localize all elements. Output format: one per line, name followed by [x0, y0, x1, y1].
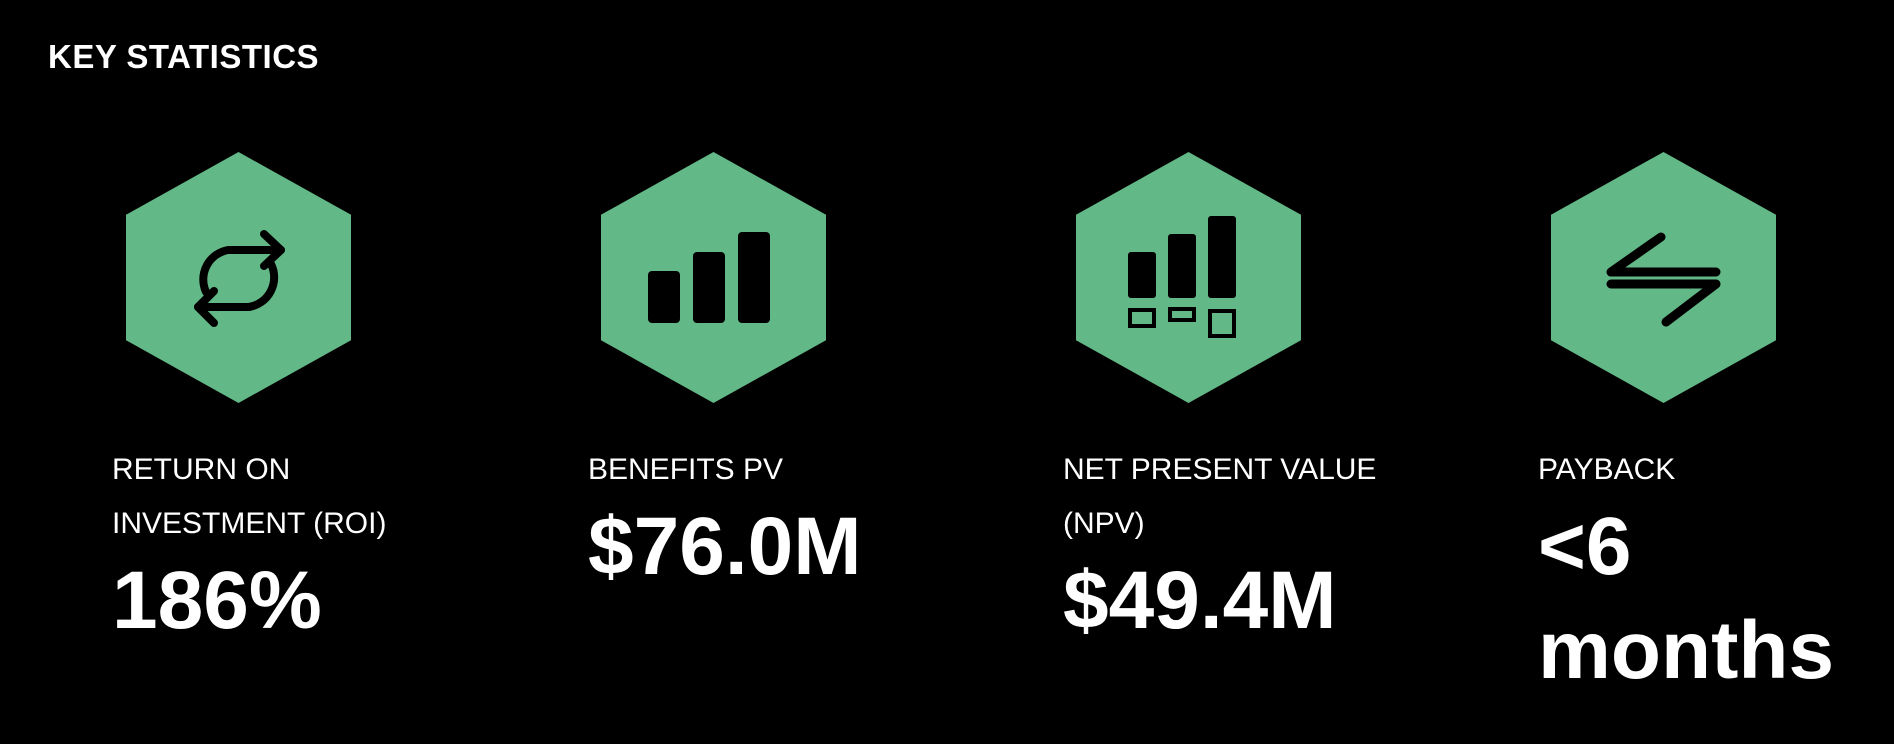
stat: NET PRESENT VALUE (NPV) $49.4M	[1063, 443, 1423, 653]
stat-value: <6 months	[1538, 501, 1835, 696]
stat-label: NET PRESENT VALUE (NPV)	[1063, 453, 1377, 540]
page-title: KEY STATISTICS	[48, 38, 320, 75]
payback-icon	[1551, 152, 1776, 403]
stat: BENEFITS PV $76.0M	[588, 443, 948, 599]
stat-label: BENEFITS PV	[588, 453, 784, 486]
benefits-icon	[601, 152, 826, 403]
stat: PAYBACK <6 months	[1538, 443, 1878, 703]
stat-label: PAYBACK	[1538, 453, 1676, 486]
stat-label: RETURN ON INVESTMENT (ROI)	[112, 453, 387, 540]
stat-value: $76.0M	[588, 501, 862, 592]
npv-icon	[1076, 152, 1301, 403]
roi-icon	[126, 152, 351, 403]
stat: RETURN ON INVESTMENT (ROI) 186%	[112, 443, 472, 653]
stat-value: $49.4M	[1063, 555, 1337, 646]
stat-value: 186%	[112, 555, 322, 646]
